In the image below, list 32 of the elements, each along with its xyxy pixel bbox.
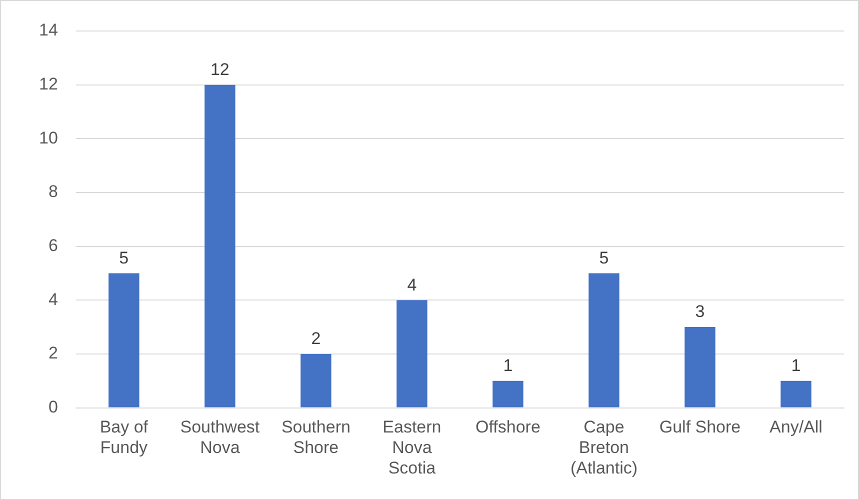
bar (492, 380, 524, 408)
y-tick-label: 12 (38, 74, 58, 94)
y-tick-label: 10 (38, 128, 58, 148)
data-label: 1 (503, 356, 513, 376)
data-label: 1 (791, 356, 801, 376)
bar (684, 327, 716, 408)
y-tick-label: 6 (48, 236, 58, 255)
x-tick-label: Eastern Nova Scotia (382, 418, 442, 478)
x-tick-label: Gulf Shore (659, 418, 741, 437)
y-tick-label: 0 (48, 397, 58, 416)
x-tick-label: Southwest Nova (180, 418, 260, 458)
x-tick-label: Cape Breton (Atlantic) (570, 418, 638, 478)
bar (588, 273, 620, 408)
bar (780, 380, 812, 408)
x-tick-label: Any/All (770, 418, 822, 437)
x-tick-label: Bay of Fundy (100, 418, 148, 458)
data-label: 5 (119, 248, 129, 268)
x-tick-label: Southern Shore (281, 418, 350, 458)
data-label: 12 (210, 60, 230, 80)
y-tick-label: 14 (38, 20, 58, 40)
bar (396, 300, 428, 408)
y-tick-label: 4 (48, 290, 58, 309)
bar (108, 273, 140, 408)
x-tick-label: Offshore (476, 418, 540, 437)
bar (300, 354, 332, 408)
data-label: 5 (599, 248, 609, 268)
data-label: 2 (311, 329, 321, 348)
y-tick-label: 2 (48, 344, 58, 363)
y-tick-label: 8 (48, 182, 58, 202)
data-label: 3 (695, 302, 705, 322)
data-label: 4 (407, 275, 417, 294)
bar (204, 84, 236, 408)
